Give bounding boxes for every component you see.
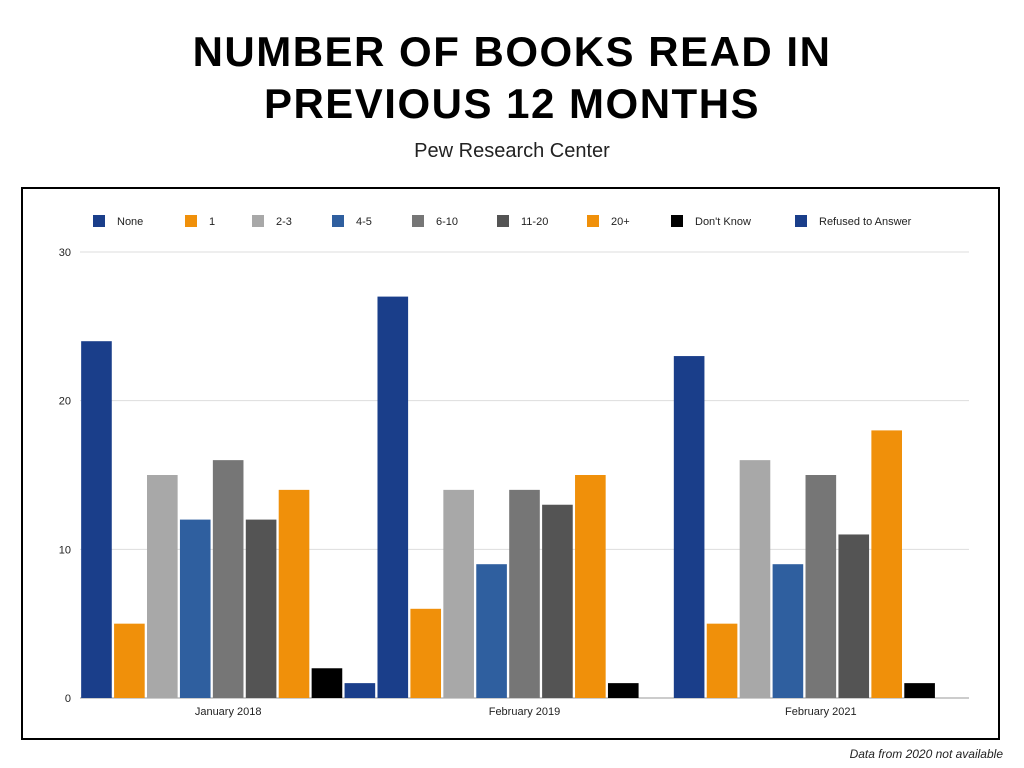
legend-label: 2-3 bbox=[276, 216, 292, 228]
bar bbox=[278, 489, 310, 698]
chart-subtitle: Pew Research Center bbox=[414, 140, 610, 162]
legend-swatch bbox=[671, 215, 683, 227]
legend-label: 6-10 bbox=[436, 216, 458, 228]
footnote: Data from 2020 not available bbox=[849, 747, 1003, 761]
bar bbox=[607, 683, 639, 698]
bar bbox=[212, 460, 244, 698]
bar bbox=[871, 430, 902, 698]
legend-swatch bbox=[185, 215, 197, 227]
legend-label: 20+ bbox=[611, 216, 630, 228]
legend-swatch bbox=[497, 215, 509, 227]
bar bbox=[739, 460, 771, 698]
bar bbox=[81, 341, 112, 698]
bar bbox=[476, 564, 507, 698]
chart-title-line-2: PREVIOUS 12 MONTHS bbox=[263, 80, 761, 127]
bar bbox=[114, 623, 145, 698]
legend-label: Don't Know bbox=[695, 216, 751, 228]
bar bbox=[805, 475, 837, 698]
bar bbox=[179, 519, 211, 698]
bar bbox=[147, 475, 178, 698]
bar bbox=[575, 475, 606, 698]
chart-title: NUMBER OF BOOKS READ IN PREVIOUS 12 MONT… bbox=[0, 26, 1024, 130]
legend-label: None bbox=[117, 216, 143, 228]
y-tick-label: 30 bbox=[59, 247, 71, 259]
bar bbox=[772, 564, 804, 698]
legend-label: 4-5 bbox=[356, 216, 372, 228]
bar bbox=[443, 489, 474, 698]
y-tick-label: 0 bbox=[65, 693, 71, 705]
bar bbox=[706, 623, 738, 698]
bar bbox=[377, 296, 409, 698]
legend-swatch bbox=[93, 215, 105, 227]
x-tick-label: February 2021 bbox=[785, 706, 857, 718]
bar-chart: 0 10 20 30 January 2018 February 2019 February… bbox=[59, 215, 969, 718]
bar bbox=[311, 668, 343, 698]
legend-label: 1 bbox=[209, 216, 215, 228]
y-tick-label: 10 bbox=[59, 544, 71, 556]
legend-label: 11-20 bbox=[521, 216, 548, 228]
bar bbox=[509, 489, 540, 698]
bar bbox=[344, 683, 376, 698]
x-tick-label: January 2018 bbox=[195, 706, 262, 718]
bar bbox=[904, 683, 935, 698]
chart-title-line-1: NUMBER OF BOOKS READ IN bbox=[192, 28, 832, 75]
legend-swatch bbox=[332, 215, 344, 227]
legend-swatch bbox=[587, 215, 599, 227]
bar bbox=[542, 504, 573, 698]
y-tick-label: 20 bbox=[59, 396, 71, 408]
x-tick-label: February 2019 bbox=[489, 706, 561, 718]
bar bbox=[245, 519, 277, 698]
bar bbox=[410, 608, 442, 698]
legend-swatch bbox=[252, 215, 264, 227]
bar bbox=[838, 534, 870, 698]
legend-swatch bbox=[412, 215, 424, 227]
chart-frame: 0 10 20 30 January 2018 February 2019 February… bbox=[21, 187, 1000, 740]
legend-label: Refused to Answer bbox=[819, 216, 912, 228]
legend-swatch bbox=[795, 215, 807, 227]
bar bbox=[673, 356, 705, 698]
